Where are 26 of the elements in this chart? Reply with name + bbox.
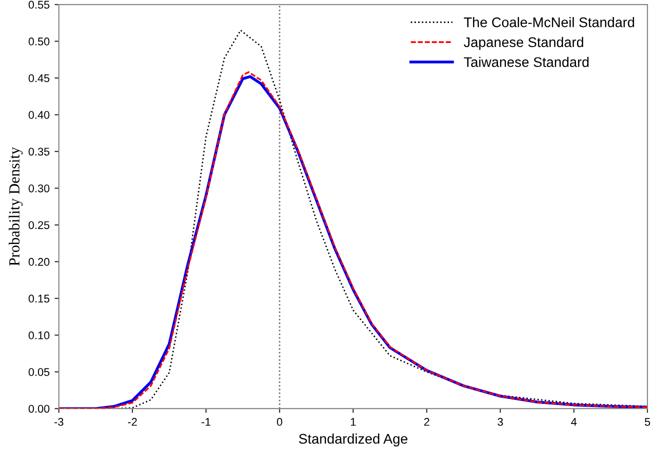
x-tick-label: -3 <box>54 418 64 426</box>
y-tick-label: 0.35 <box>28 148 50 156</box>
y-tick-label: 0.45 <box>28 74 50 82</box>
y-tick-label: 0.15 <box>28 294 50 303</box>
legend-label: The Coale-McNeil Standard <box>464 17 634 28</box>
y-tick-label: 0.05 <box>28 368 50 376</box>
y-tick-label: 0.50 <box>28 38 50 46</box>
y-tick-label: 0.40 <box>28 111 50 119</box>
x-tick-label: 1 <box>350 418 356 426</box>
x-tick-label: -1 <box>202 418 210 426</box>
x-tick-label: 4 <box>571 418 577 426</box>
y-tick-label: 0.10 <box>28 331 50 340</box>
y-tick-label: 0.55 <box>28 0 50 9</box>
y-axis-title: Probability Density <box>8 147 23 266</box>
legend-label: Japanese Standard <box>464 36 584 50</box>
x-tick-label: -2 <box>128 418 137 426</box>
y-tick-label: 0.25 <box>28 221 50 230</box>
x-tick-label: 0 <box>276 418 282 426</box>
y-tick-label: 0.00 <box>28 404 50 413</box>
x-axis-title: Standardized Age <box>298 434 408 446</box>
x-tick-label: 5 <box>644 418 650 426</box>
y-tick-label: 0.20 <box>28 258 50 266</box>
legend-label: Taiwanese Standard <box>464 56 589 68</box>
x-tick-label: 3 <box>498 418 503 426</box>
x-tick-label: 2 <box>424 418 430 426</box>
y-tick-label: 0.30 <box>28 184 50 192</box>
